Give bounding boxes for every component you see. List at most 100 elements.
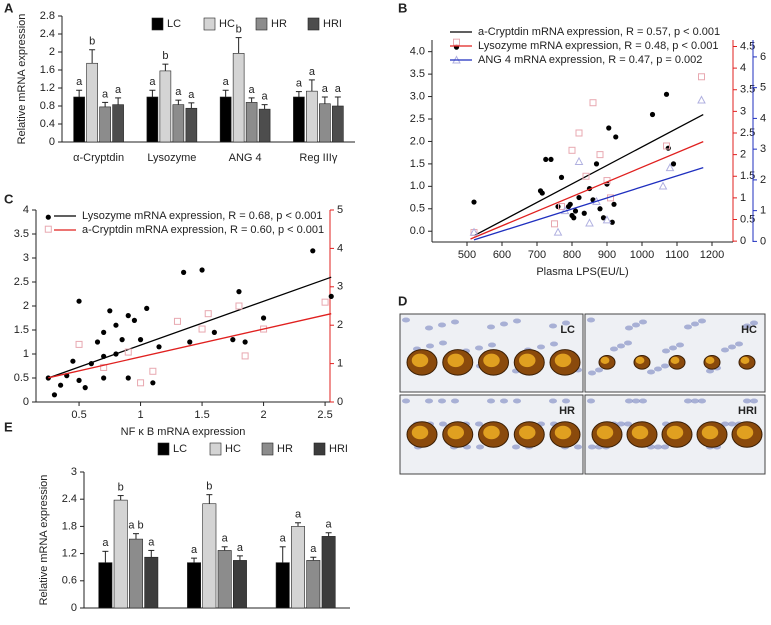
bar — [219, 96, 232, 143]
legend-label: ANG 4 mRNA expression, R = 0.47, p = 0.0… — [478, 54, 702, 66]
fit-line — [470, 141, 704, 240]
cell-nucleus — [639, 398, 647, 404]
bar-letter: a — [188, 89, 195, 101]
bar-letter: a — [296, 78, 303, 90]
y-tick-label: 3.5 — [14, 228, 29, 240]
cell-nucleus — [639, 319, 647, 325]
cell-nucleus — [661, 444, 669, 450]
y-tick-label: 1.2 — [40, 82, 55, 94]
crypt-stain-core — [554, 353, 572, 368]
cell-nucleus — [451, 319, 459, 325]
cell-nucleus — [588, 370, 596, 376]
point — [543, 156, 549, 163]
legend-swatch — [261, 442, 274, 456]
cell-nucleus — [750, 320, 758, 326]
x-tick-label: 1.5 — [194, 409, 209, 421]
bar-letter: a — [309, 66, 316, 78]
y-tick-label: 0 — [740, 235, 746, 247]
point — [649, 111, 656, 118]
point — [211, 329, 217, 335]
point — [181, 269, 187, 275]
y-tick-label: 2.5 — [740, 127, 755, 139]
bar-letter: a — [222, 533, 229, 545]
cell-nucleus — [750, 398, 758, 404]
legend-label: a-Cryptdin mRNA expression, R = 0.57, p … — [478, 26, 720, 38]
cell-nucleus — [743, 398, 751, 404]
micrograph-label: HRI — [738, 405, 757, 417]
legend-label: HR — [271, 18, 287, 30]
x-tick-label: Reg IIIγ — [299, 152, 337, 164]
bar-letter: a — [76, 76, 83, 88]
point — [125, 313, 131, 319]
y-tick-label: 2.0 — [410, 135, 425, 147]
y-tick-label: 3 — [760, 143, 766, 155]
cell-nucleus — [438, 322, 446, 328]
bar-letter: b — [206, 481, 212, 493]
cell-nucleus — [426, 343, 434, 349]
x-tick-label: 1 — [137, 409, 143, 421]
cell-nucleus — [512, 444, 520, 450]
point — [173, 317, 181, 325]
y-tick-label: 4 — [23, 204, 29, 216]
crypt-stain-core — [519, 425, 536, 440]
crypt-stain-core — [736, 425, 754, 440]
bar-letter: a — [223, 76, 230, 88]
point — [187, 339, 193, 345]
point — [82, 385, 88, 391]
bar-letter: a — [237, 542, 244, 554]
bar — [217, 550, 232, 609]
y-tick-label: 3.5 — [740, 84, 755, 96]
bar-letter: a — [310, 543, 317, 555]
point — [600, 215, 607, 221]
point — [571, 215, 577, 221]
micrograph — [584, 313, 766, 393]
point — [575, 129, 583, 137]
bar — [113, 499, 128, 609]
point — [149, 367, 157, 375]
point — [558, 203, 565, 211]
cell-nucleus — [698, 318, 706, 324]
x-tick-label: 2 — [261, 409, 267, 421]
panel-letter: D — [398, 293, 407, 308]
bar — [187, 562, 201, 609]
bar-letter: a — [335, 83, 342, 95]
point — [260, 315, 267, 321]
y-tick-label: 0 — [760, 235, 766, 247]
point — [576, 194, 582, 201]
legend-swatch — [151, 17, 164, 31]
crypt-stain-core — [483, 353, 500, 368]
y-tick-label: 5 — [337, 204, 343, 216]
legend-label: LC — [167, 18, 181, 30]
micrograph-label: LC — [560, 324, 575, 336]
micrograph-label: HC — [741, 324, 757, 336]
legend-label: Lysozyme mRNA expression, R = 0.68, p < … — [82, 210, 323, 222]
point — [539, 190, 545, 196]
panel-letter: C — [4, 191, 14, 206]
point — [609, 219, 615, 225]
y-tick-label: 1.5 — [14, 324, 29, 336]
panel-letter: A — [4, 0, 14, 15]
bar — [98, 562, 113, 609]
point — [611, 201, 617, 207]
point — [124, 348, 132, 356]
cell-nucleus — [513, 398, 521, 404]
y-tick-label: 0.5 — [410, 203, 425, 215]
y-tick-label: 1 — [337, 358, 343, 370]
y-tick-label: 4.0 — [410, 46, 425, 58]
cell-nucleus — [587, 317, 595, 323]
cell-nucleus — [721, 347, 729, 353]
cell-nucleus — [698, 398, 706, 404]
bar — [99, 106, 111, 143]
y-tick-label: 1.0 — [410, 180, 425, 192]
point — [553, 227, 563, 236]
cell-nucleus — [632, 322, 640, 328]
point — [585, 218, 594, 227]
cell-nucleus — [476, 444, 484, 450]
point — [581, 210, 587, 216]
crypt-stain-core — [701, 425, 719, 440]
y-tick-label: 5 — [760, 82, 766, 94]
x-tick-label: 1100 — [665, 249, 689, 261]
legend-label: HR — [277, 443, 293, 455]
bar-letter: b — [89, 36, 95, 48]
point — [204, 310, 212, 318]
